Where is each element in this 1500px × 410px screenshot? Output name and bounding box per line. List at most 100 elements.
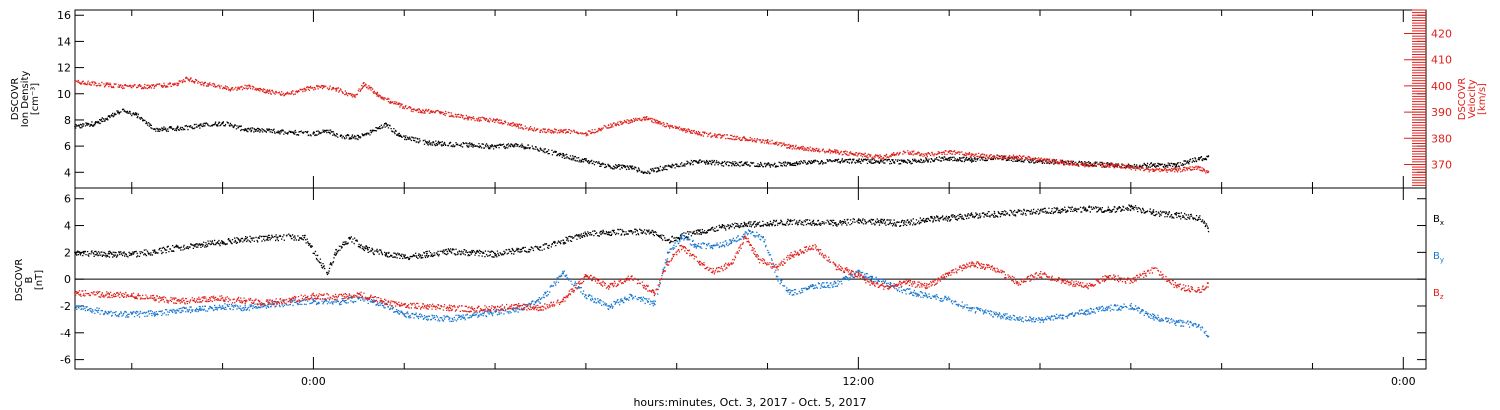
By-point — [653, 302, 655, 305]
By-point — [762, 236, 764, 239]
density-point — [289, 130, 292, 133]
x-axis-label: hours:minutes, Oct. 3, 2017 - Oct. 5, 20… — [633, 396, 866, 409]
density-point — [398, 134, 401, 137]
density-point — [644, 171, 646, 174]
Bx-point — [1061, 208, 1064, 211]
velocity-point — [376, 92, 378, 95]
velocity-point — [1198, 166, 1200, 169]
Bx-point — [385, 252, 387, 255]
density-point — [675, 163, 678, 166]
Bx-point — [653, 231, 655, 234]
velocity-point — [439, 111, 442, 113]
Bx-point — [403, 255, 406, 258]
legend-base: B — [1433, 288, 1440, 299]
Bx-point — [426, 252, 428, 255]
By-point — [74, 305, 76, 307]
legend-base: B — [1433, 214, 1440, 225]
density-point — [326, 129, 328, 132]
density-point — [1207, 155, 1209, 158]
Bz-point — [653, 291, 655, 294]
Bz-point — [153, 297, 156, 299]
velocity-marks — [75, 76, 1210, 174]
velocity-point — [721, 134, 723, 137]
Bz-point — [1016, 281, 1019, 283]
Bx-point — [666, 239, 669, 242]
top-plot-frame — [74, 9, 1427, 189]
density-point — [135, 113, 138, 116]
By-point — [403, 313, 406, 315]
density-point — [244, 128, 247, 131]
By-point — [712, 244, 714, 247]
velocity-point — [993, 155, 996, 158]
Bz-point — [698, 260, 701, 263]
By-point — [539, 298, 542, 301]
density-point — [1129, 164, 1132, 167]
density-point — [1198, 157, 1200, 159]
density-point — [880, 159, 882, 162]
density-point — [789, 162, 792, 165]
density-axis-tick-label: 4 — [64, 166, 71, 179]
By-point — [108, 311, 110, 314]
By-point — [1175, 321, 1178, 323]
Bz-point — [971, 262, 973, 264]
velocity-axis-label-line: Velocity — [1467, 79, 1478, 118]
Bz-point — [130, 294, 133, 297]
density-point — [357, 136, 360, 138]
Bz-point — [607, 285, 610, 287]
velocity-point — [766, 140, 769, 142]
By-point — [562, 271, 565, 274]
density-point — [562, 154, 565, 157]
Bx-point — [857, 219, 860, 222]
velocity-point — [630, 119, 633, 121]
velocity-tick-label: 370 — [1431, 158, 1452, 171]
Bz-point — [221, 297, 224, 299]
By-point — [812, 285, 814, 287]
By-point — [1129, 305, 1132, 307]
density-axis-tick-label: 16 — [57, 9, 71, 22]
By-point — [789, 291, 792, 294]
velocity-point — [1107, 163, 1109, 166]
density-point — [743, 162, 746, 165]
bottom-plot-frame — [74, 187, 1427, 370]
Bz-point — [775, 266, 778, 268]
By-point — [312, 299, 315, 302]
velocity-point — [1084, 163, 1087, 166]
density-point — [371, 129, 374, 132]
Bx-point — [834, 222, 837, 224]
density-point — [1175, 163, 1178, 166]
Bx-point — [880, 220, 882, 223]
velocity-point — [812, 147, 814, 150]
density-axis-label-line: [cm⁻³] — [30, 83, 41, 115]
By-point — [1152, 315, 1155, 318]
Bx-point — [539, 246, 542, 248]
Bz-point — [199, 298, 201, 301]
Bz-point — [889, 286, 891, 289]
Bx-point — [1152, 211, 1155, 214]
By-point — [775, 275, 778, 278]
velocity-point — [149, 85, 151, 87]
Bz-point — [539, 306, 542, 309]
Bz-point — [426, 305, 428, 307]
Bz-point — [357, 293, 360, 295]
density-point — [1152, 163, 1155, 166]
legend-sub: x — [1440, 219, 1444, 227]
density-axis-label: DSCOVRIon Density[cm⁻³] — [10, 71, 41, 128]
time-axis: 0:00 12:00 0:00 — [131, 10, 1416, 388]
Bz-point — [585, 274, 587, 276]
Bz-point — [743, 235, 746, 238]
b-axis-label-line: DSCOVR — [14, 259, 25, 302]
velocity-point — [176, 82, 179, 85]
Bz-point — [1107, 275, 1109, 278]
By-point — [1084, 310, 1087, 313]
Bx-point — [585, 232, 587, 235]
Bx-point — [494, 252, 496, 255]
velocity-point — [335, 87, 337, 90]
velocity-point — [353, 95, 356, 98]
By-point — [730, 240, 733, 243]
legend-Bx: Bx — [1433, 214, 1444, 227]
velocity-points — [74, 76, 1210, 174]
Bz-point — [871, 282, 873, 285]
Bx-point — [153, 250, 156, 252]
By-point — [902, 289, 905, 291]
